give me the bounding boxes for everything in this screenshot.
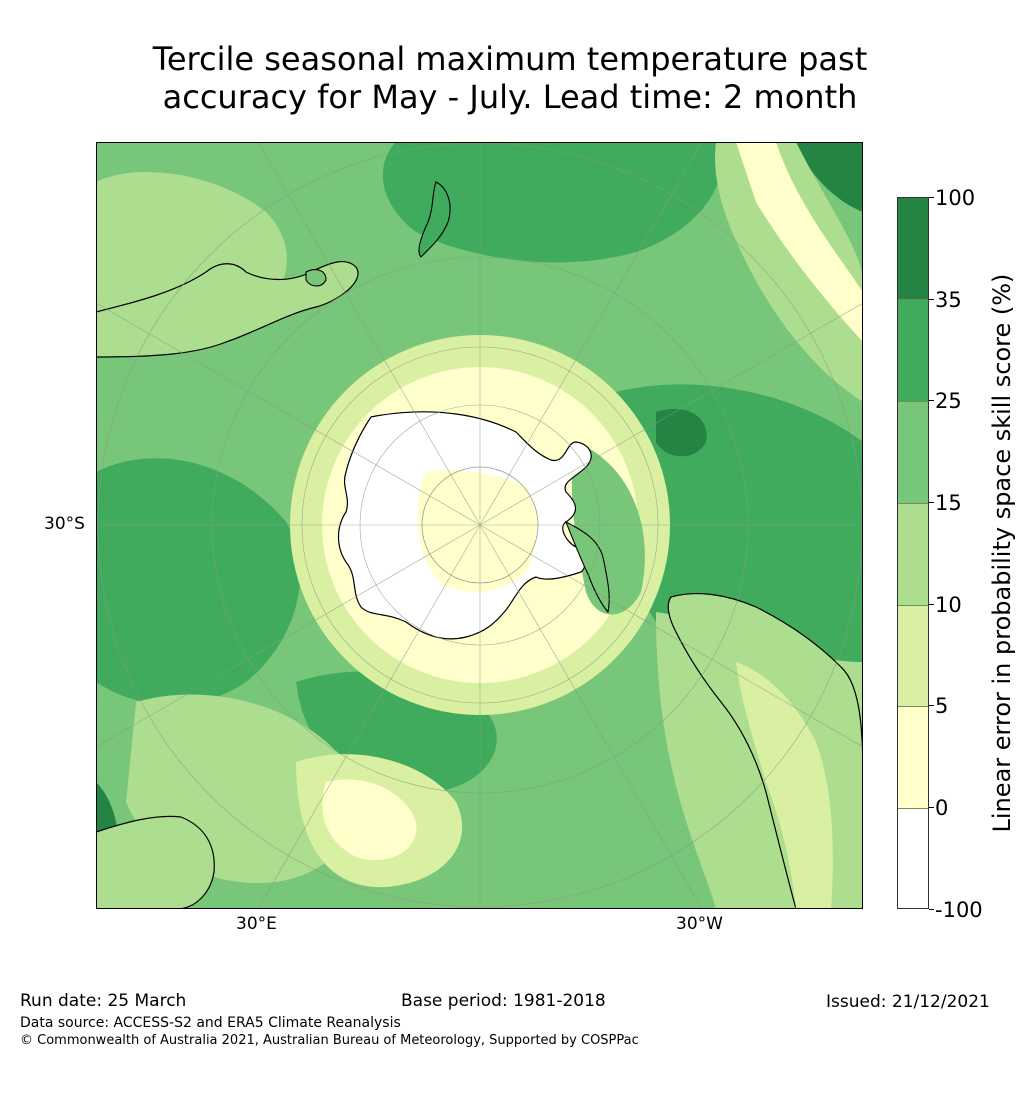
colorbar-tick-0: 0 bbox=[935, 796, 949, 820]
graticule bbox=[96, 142, 863, 909]
data-source: Data source: ACCESS-S2 and ERA5 Climate … bbox=[20, 1015, 401, 1031]
tasmania bbox=[305, 269, 327, 287]
region-far-northeast bbox=[796, 142, 863, 212]
polar-skill-map bbox=[96, 142, 863, 909]
new-zealand bbox=[418, 181, 451, 258]
colorbar-segment-10-15 bbox=[898, 503, 928, 605]
band-pale-northeast bbox=[736, 142, 863, 342]
title-line-2: accuracy for May - July. Lead time: 2 mo… bbox=[162, 78, 858, 116]
colorbar-segment-15-25 bbox=[898, 401, 928, 503]
colorbar-segment-5-10 bbox=[898, 605, 928, 706]
colorbar-tick-10: 10 bbox=[935, 593, 962, 617]
lon-label-30e: 30°E bbox=[236, 914, 277, 934]
colorbar-tick-neg100: -100 bbox=[935, 898, 983, 922]
base-period: Base period: 1981-2018 bbox=[401, 991, 606, 1011]
colorbar-segment-25-35 bbox=[898, 299, 928, 401]
africa-tip bbox=[96, 815, 215, 909]
south-america-inner bbox=[736, 662, 833, 909]
peninsula bbox=[564, 520, 610, 614]
region-ocean-north bbox=[382, 142, 722, 263]
band-pale-south bbox=[322, 779, 417, 861]
colorbar-segment-neg100-0 bbox=[898, 808, 928, 908]
region-ocean-west bbox=[96, 458, 301, 706]
colorbar-segment-35-100 bbox=[898, 198, 928, 299]
band-light-northeast bbox=[715, 142, 863, 402]
colorbar-tick-25: 25 bbox=[935, 389, 962, 413]
colorbar bbox=[897, 197, 929, 909]
lat-label-30s: 30°S bbox=[44, 514, 85, 534]
colorbar-tick-5: 5 bbox=[935, 694, 949, 718]
colorbar-label: Linear error in probability space skill … bbox=[988, 273, 1016, 833]
colorbar-tick-100: 100 bbox=[935, 186, 976, 210]
copyright: © Commonwealth of Australia 2021, Austra… bbox=[20, 1033, 639, 1048]
colorbar-tick-35: 35 bbox=[935, 288, 962, 312]
run-date: Run date: 25 March bbox=[20, 991, 187, 1011]
title-line-1: Tercile seasonal maximum temperature pas… bbox=[152, 40, 868, 78]
chart-title: Tercile seasonal maximum temperature pas… bbox=[0, 40, 1020, 116]
region-patch-1 bbox=[656, 408, 707, 457]
colorbar-tick-15: 15 bbox=[935, 491, 962, 515]
australia bbox=[96, 260, 359, 358]
lon-label-30w: 30°W bbox=[676, 914, 723, 934]
colorbar-segment-0-5 bbox=[898, 706, 928, 808]
antarctica-plateau bbox=[417, 470, 538, 592]
issued-date: Issued: 21/12/2021 bbox=[826, 992, 990, 1012]
